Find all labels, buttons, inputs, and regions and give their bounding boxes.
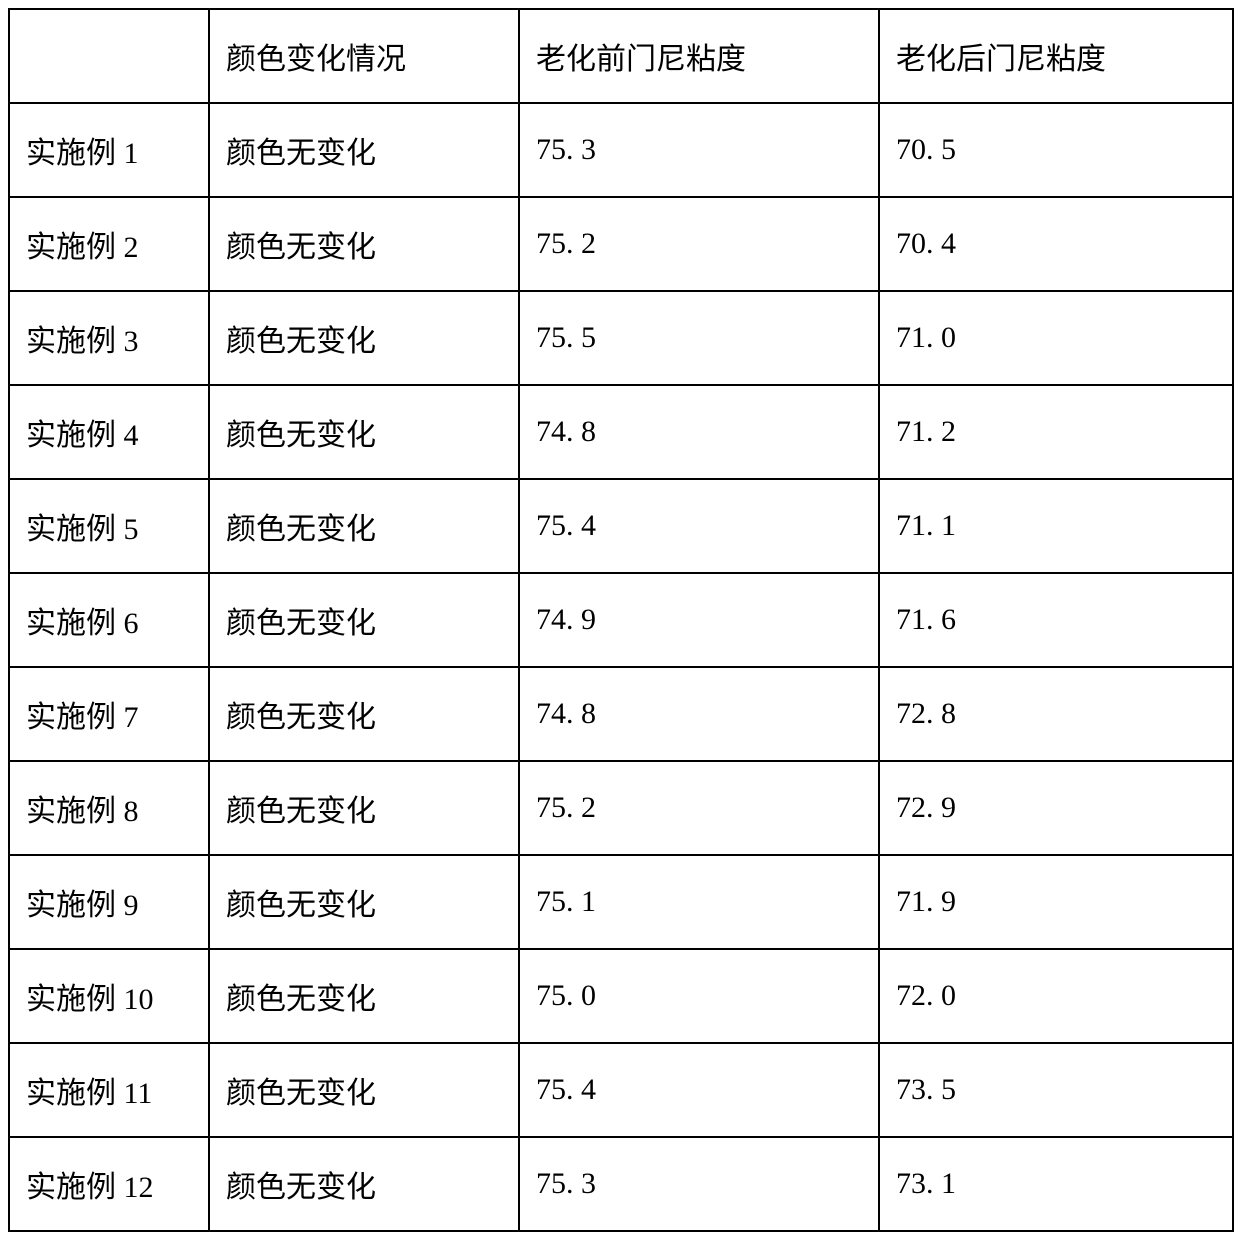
table-row: 实施例 5 颜色无变化 75. 4 71. 1 (9, 479, 1233, 573)
cell-color: 颜色无变化 (209, 1043, 519, 1137)
data-table: 颜色变化情况 老化前门尼粘度 老化后门尼粘度 实施例 1 颜色无变化 75. 3… (8, 8, 1234, 1232)
table-row: 实施例 6 颜色无变化 74. 9 71. 6 (9, 573, 1233, 667)
table-row: 实施例 11 颜色无变化 75. 4 73. 5 (9, 1043, 1233, 1137)
cell-after: 71. 9 (879, 855, 1233, 949)
cell-color: 颜色无变化 (209, 385, 519, 479)
cell-after: 72. 0 (879, 949, 1233, 1043)
cell-color: 颜色无变化 (209, 291, 519, 385)
table-row: 实施例 3 颜色无变化 75. 5 71. 0 (9, 291, 1233, 385)
cell-color: 颜色无变化 (209, 197, 519, 291)
cell-label: 实施例 12 (9, 1137, 209, 1231)
cell-color: 颜色无变化 (209, 761, 519, 855)
cell-after: 71. 0 (879, 291, 1233, 385)
cell-label: 实施例 2 (9, 197, 209, 291)
cell-after: 73. 1 (879, 1137, 1233, 1231)
header-cell-2: 老化前门尼粘度 (519, 9, 879, 103)
cell-color: 颜色无变化 (209, 1137, 519, 1231)
header-row: 颜色变化情况 老化前门尼粘度 老化后门尼粘度 (9, 9, 1233, 103)
cell-before: 74. 8 (519, 667, 879, 761)
cell-label: 实施例 6 (9, 573, 209, 667)
cell-color: 颜色无变化 (209, 949, 519, 1043)
cell-color: 颜色无变化 (209, 479, 519, 573)
cell-before: 75. 0 (519, 949, 879, 1043)
cell-label: 实施例 5 (9, 479, 209, 573)
cell-before: 75. 4 (519, 1043, 879, 1137)
cell-after: 71. 1 (879, 479, 1233, 573)
table-row: 实施例 9 颜色无变化 75. 1 71. 9 (9, 855, 1233, 949)
cell-label: 实施例 10 (9, 949, 209, 1043)
cell-before: 75. 3 (519, 103, 879, 197)
cell-after: 70. 5 (879, 103, 1233, 197)
cell-before: 75. 4 (519, 479, 879, 573)
cell-after: 71. 2 (879, 385, 1233, 479)
cell-before: 74. 9 (519, 573, 879, 667)
table-row: 实施例 7 颜色无变化 74. 8 72. 8 (9, 667, 1233, 761)
cell-before: 75. 5 (519, 291, 879, 385)
cell-after: 71. 6 (879, 573, 1233, 667)
table-row: 实施例 4 颜色无变化 74. 8 71. 2 (9, 385, 1233, 479)
table-row: 实施例 10 颜色无变化 75. 0 72. 0 (9, 949, 1233, 1043)
cell-label: 实施例 1 (9, 103, 209, 197)
cell-before: 75. 1 (519, 855, 879, 949)
cell-label: 实施例 8 (9, 761, 209, 855)
cell-before: 75. 2 (519, 197, 879, 291)
table-row: 实施例 2 颜色无变化 75. 2 70. 4 (9, 197, 1233, 291)
cell-color: 颜色无变化 (209, 855, 519, 949)
cell-label: 实施例 11 (9, 1043, 209, 1137)
table-body: 实施例 1 颜色无变化 75. 3 70. 5 实施例 2 颜色无变化 75. … (9, 103, 1233, 1231)
header-cell-1: 颜色变化情况 (209, 9, 519, 103)
header-cell-0 (9, 9, 209, 103)
header-cell-3: 老化后门尼粘度 (879, 9, 1233, 103)
cell-after: 72. 8 (879, 667, 1233, 761)
cell-after: 72. 9 (879, 761, 1233, 855)
cell-before: 74. 8 (519, 385, 879, 479)
table-row: 实施例 8 颜色无变化 75. 2 72. 9 (9, 761, 1233, 855)
cell-label: 实施例 7 (9, 667, 209, 761)
cell-color: 颜色无变化 (209, 103, 519, 197)
table-row: 实施例 12 颜色无变化 75. 3 73. 1 (9, 1137, 1233, 1231)
cell-label: 实施例 3 (9, 291, 209, 385)
cell-color: 颜色无变化 (209, 573, 519, 667)
cell-after: 70. 4 (879, 197, 1233, 291)
cell-label: 实施例 9 (9, 855, 209, 949)
cell-after: 73. 5 (879, 1043, 1233, 1137)
table-row: 实施例 1 颜色无变化 75. 3 70. 5 (9, 103, 1233, 197)
cell-color: 颜色无变化 (209, 667, 519, 761)
cell-before: 75. 2 (519, 761, 879, 855)
cell-label: 实施例 4 (9, 385, 209, 479)
cell-before: 75. 3 (519, 1137, 879, 1231)
